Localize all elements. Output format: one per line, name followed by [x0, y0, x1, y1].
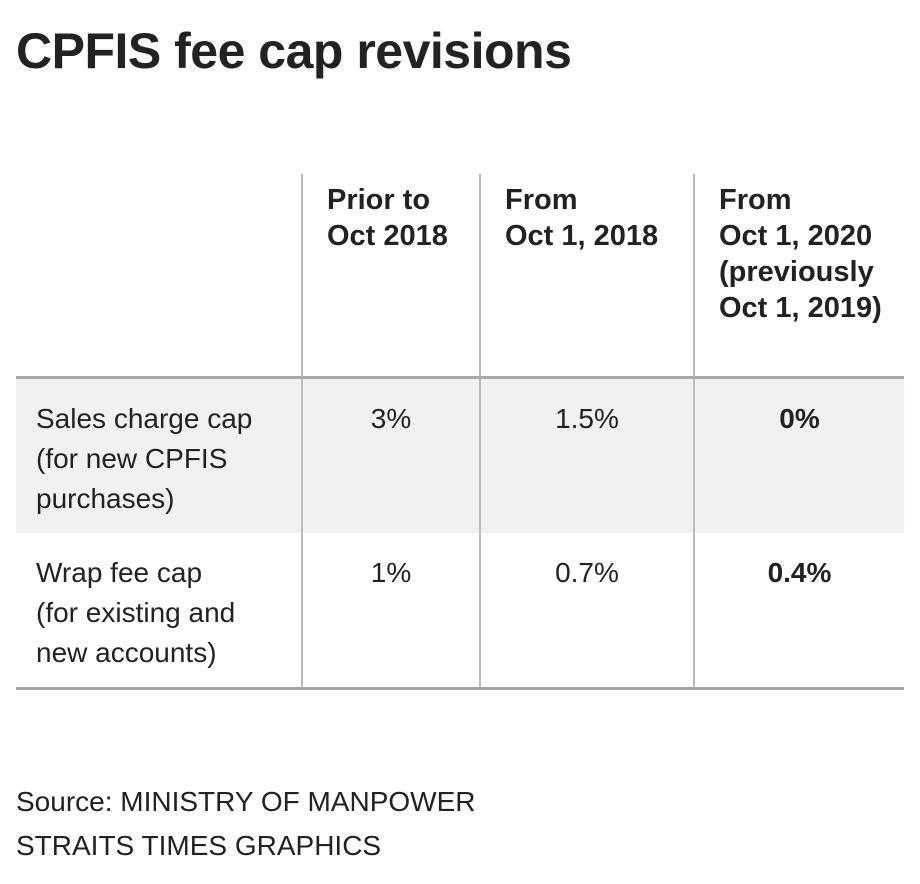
table-row: Sales charge cap (for new CPFIS purchase…: [16, 379, 904, 533]
table-header-row: Prior to Oct 2018 From Oct 1, 2018 From …: [16, 174, 904, 379]
graphics-credit: STRAITS TIMES GRAPHICS: [16, 830, 382, 861]
fee-cap-table: Prior to Oct 2018 From Oct 1, 2018 From …: [16, 174, 904, 690]
table-cell: 3%: [301, 379, 479, 533]
table-cell: 0.7%: [479, 533, 693, 687]
header-empty: [16, 174, 301, 376]
table-cell: 1%: [301, 533, 479, 687]
source-note: Source: MINISTRY OF MANPOWER: [16, 786, 476, 817]
table-cell: 1.5%: [479, 379, 693, 533]
table-row: Wrap fee cap (for existing and new accou…: [16, 533, 904, 690]
row-label: Sales charge cap (for new CPFIS purchase…: [36, 403, 253, 514]
header-from-oct-2018: From Oct 1, 2018: [479, 174, 693, 376]
table-cell: 0.4%: [693, 533, 904, 687]
page-title: CPFIS fee cap revisions: [16, 23, 572, 79]
header-prior-oct-2018: Prior to Oct 2018: [301, 174, 479, 376]
header-from-oct-2020: From Oct 1, 2020 (previously Oct 1, 2019…: [693, 174, 904, 376]
row-label: Wrap fee cap (for existing and new accou…: [36, 557, 236, 668]
table-cell: 0%: [693, 379, 904, 533]
